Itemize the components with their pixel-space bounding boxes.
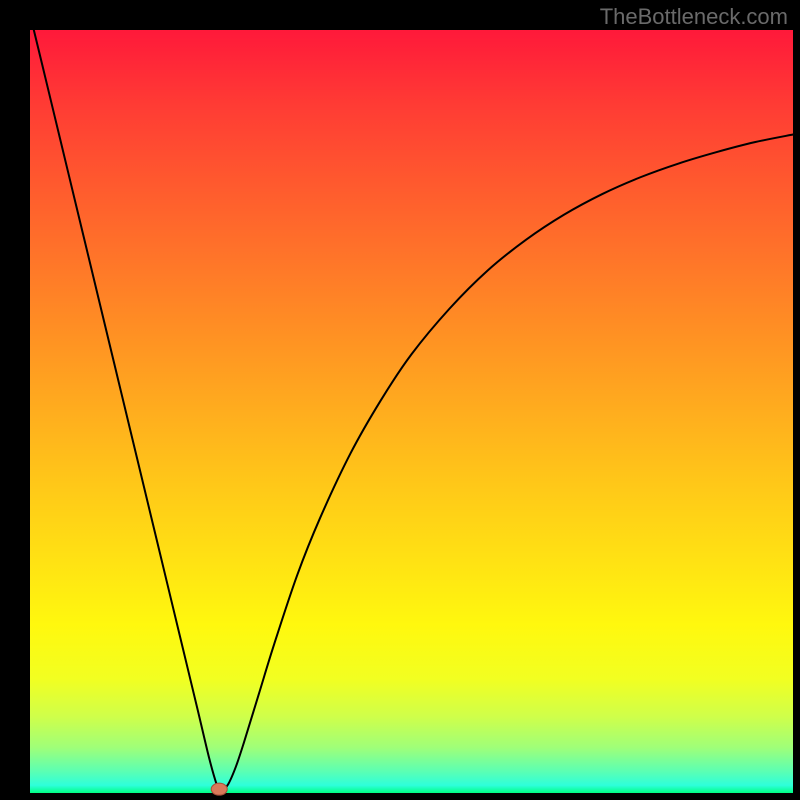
watermark-text: TheBottleneck.com	[600, 4, 788, 30]
frame-bottom	[0, 793, 800, 800]
frame-right	[793, 30, 800, 793]
plot-gradient-bg	[30, 30, 793, 793]
frame-left	[0, 30, 30, 793]
bottleneck-chart	[0, 0, 800, 800]
optimal-point-marker	[211, 783, 227, 795]
